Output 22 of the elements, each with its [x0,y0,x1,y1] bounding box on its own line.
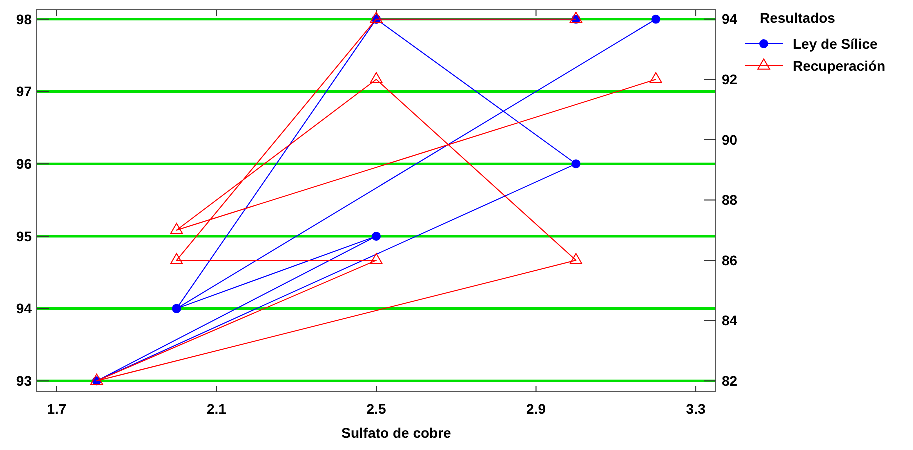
x-tick-label: 1.7 [47,401,67,417]
y-tick-label: 93 [16,373,32,390]
legend-label: Ley de Sílice [793,36,878,52]
y-tick-label: 94 [16,300,32,317]
y2-tick-label: 82 [722,373,738,390]
x-axis-title: Sulfato de cobre [342,425,452,441]
legend-label: Recuperación [793,58,886,74]
y-tick-label: 96 [16,156,32,172]
legend-title: Resultados [760,10,836,26]
y-tick-label: 97 [16,84,32,100]
y2-tick-label: 84 [722,312,738,329]
y-tick-label: 95 [16,228,32,244]
x-tick-label: 2.9 [526,401,546,417]
x-tick-label: 2.1 [207,401,227,417]
y2-tick-label: 86 [722,252,738,268]
y2-tick-label: 94 [722,11,738,28]
y2-tick-label: 90 [722,132,738,148]
y2-tick-label: 88 [722,192,738,208]
x-tick-label: 3.3 [686,401,706,417]
x-tick-label: 2.5 [366,401,386,417]
y-tick-label: 98 [16,11,32,28]
y2-tick-label: 92 [722,72,738,88]
